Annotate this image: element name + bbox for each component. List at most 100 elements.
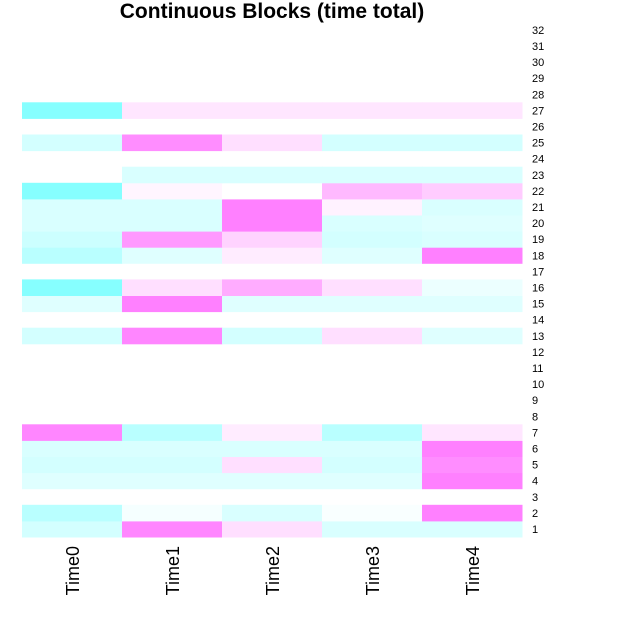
heatmap-cell [222,520,323,538]
heatmap-cell [122,198,223,216]
heatmap-cell [22,327,123,345]
heatmap-cell [222,166,323,184]
heatmap-cell [122,215,223,232]
heatmap-cell [122,504,223,522]
heatmap-cell [222,279,323,296]
row-label: 32 [532,25,544,37]
heatmap-cell [422,520,523,538]
heatmap-cell [222,295,323,313]
heatmap-cell [22,279,123,296]
heatmap-cell [322,247,423,264]
heatmap-cell [122,279,223,296]
heatmap-cell [22,198,123,216]
row-label: 4 [532,476,538,488]
heatmap-cell [22,182,123,200]
row-label: 3 [532,492,538,504]
heatmap-cell [322,279,423,296]
heatmap-cell [22,520,123,538]
heatmap-cell [422,182,523,200]
row-label: 7 [532,427,538,439]
heatmap-cell [422,295,523,313]
row-label: 9 [532,395,538,407]
heatmap-cell [122,295,223,313]
heatmap-cell [222,327,323,345]
heatmap-cell [422,440,523,457]
heatmap-cell [222,102,323,119]
row-label: 13 [532,331,544,343]
heatmap-cell [22,472,123,490]
heatmap-cell [422,102,523,119]
heatmap-cell [22,102,123,119]
heatmap-cell [222,182,323,200]
row-label: 17 [532,266,544,278]
heatmap-cell [422,472,523,490]
heatmap-cell [222,472,323,490]
heatmap-cell [322,215,423,232]
heatmap-cell [22,215,123,232]
heatmap-cell [122,134,223,152]
heatmap-cell [222,504,323,522]
row-label: 10 [532,379,544,391]
column-label: Time3 [363,546,383,595]
row-label: 11 [532,363,543,375]
heatmap-cell [122,247,223,264]
heatmap-cell [322,504,423,522]
heatmap-cell [322,440,423,457]
heatmap-cell [322,520,423,538]
row-label: 22 [532,186,544,198]
row-label: 30 [532,57,544,69]
heatmap-cell [22,134,123,152]
row-label: 2 [532,508,538,520]
row-label: 6 [532,443,538,455]
heatmap-cell [122,102,223,119]
heatmap-cell [222,247,323,264]
row-label: 29 [532,73,544,85]
heatmap-cell [222,456,323,474]
heatmap-cell [422,166,523,184]
heatmap-cell [322,472,423,490]
heatmap-cell [122,424,223,441]
heatmap-cell [322,295,423,313]
heatmap-cell [222,231,323,248]
column-label: Time0 [63,546,83,595]
heatmap-cell [322,456,423,474]
heatmap-cell [322,134,423,152]
heatmap-cell [122,472,223,490]
heatmap-cell [122,231,223,248]
heatmap-cell [122,327,223,345]
heatmap-cell [222,215,323,232]
heatmap-cell [322,424,423,441]
chart-title: Continuous Blocks (time total) [119,0,425,23]
heatmap-cell [422,424,523,441]
heatmap-cell [22,247,123,264]
heatmap-cell [322,102,423,119]
row-label: 23 [532,170,544,182]
heatmap-cell [322,327,423,345]
heatmap-cell [222,198,323,216]
heatmap-cell [422,279,523,296]
column-label: Time2 [263,546,283,595]
row-label: 12 [532,347,544,359]
heatmap-cell [322,166,423,184]
heatmap-cell [422,231,523,248]
column-label: Time1 [163,546,183,595]
heatmap-cell [22,504,123,522]
row-label: 31 [532,41,544,53]
heatmap-cell [422,504,523,522]
heatmap-cell [122,520,223,538]
heatmap-cell [422,456,523,474]
row-label: 18 [532,250,544,262]
row-label: 21 [532,202,544,214]
heatmap-cell [222,134,323,152]
heatmap-cell [422,198,523,216]
row-label: 28 [532,89,544,101]
row-label: 25 [532,138,544,150]
row-label: 8 [532,411,538,423]
heatmap-cell [422,247,523,264]
row-label: 19 [532,234,544,246]
heatmap-cell [322,182,423,200]
heatmap-cell [222,440,323,457]
heatmap-cell [122,166,223,184]
heatmap-cell [322,231,423,248]
